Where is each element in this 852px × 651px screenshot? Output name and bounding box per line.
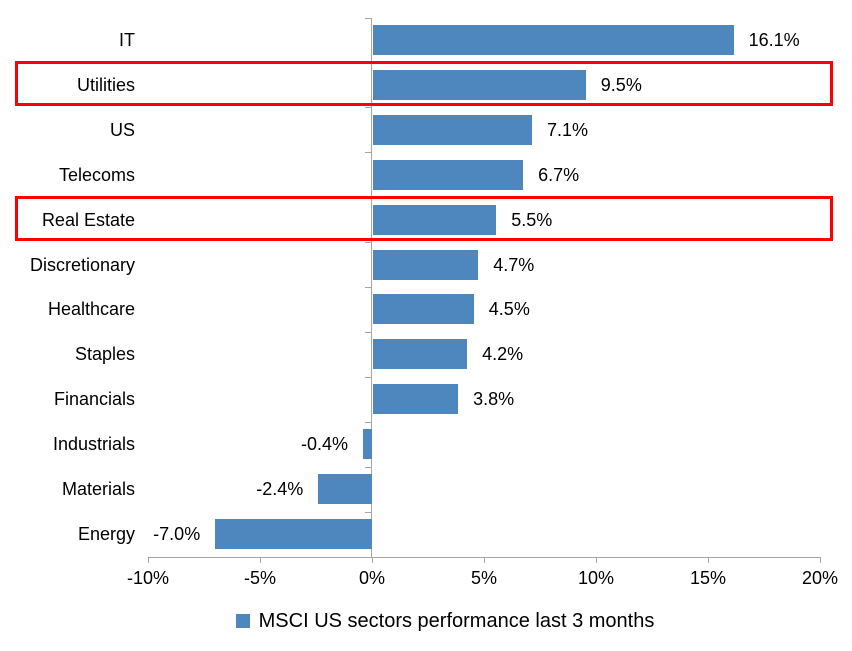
x-axis-tick (148, 557, 149, 563)
bar (373, 159, 524, 190)
x-axis-tick (708, 557, 709, 563)
category-label: Telecoms (58, 164, 135, 185)
x-axis-tick (596, 557, 597, 563)
category-label: Discretionary (29, 254, 135, 275)
y-axis-tick (365, 287, 372, 289)
category-label: Industrials (52, 434, 135, 455)
plot-area: -10% -5% 0% 5% 10% 15% 20% IT 16.1% Utilities 9.5%… (15, 17, 839, 588)
y-axis-tick (365, 242, 372, 244)
category-label: IT (119, 29, 135, 50)
y-axis-tick (365, 152, 372, 154)
bar (373, 24, 734, 55)
x-tick-label: 10% (577, 568, 615, 588)
category-label: Materials (61, 479, 135, 500)
bar (373, 339, 468, 370)
x-axis-tick (820, 557, 821, 563)
value-label: 9.5% (600, 74, 642, 95)
y-axis-tick (365, 421, 372, 423)
legend-marker-icon (235, 614, 250, 628)
legend: MSCI US sectors performance last 3 month… (0, 607, 852, 635)
category-label: Real Estate (41, 209, 135, 230)
bar (373, 114, 533, 145)
highlight-box (15, 61, 833, 107)
category-label: Energy (77, 524, 135, 545)
highlight-box (15, 196, 833, 242)
category-label: Utilities (76, 74, 135, 95)
bar (363, 429, 372, 460)
category-label: Staples (74, 344, 135, 365)
bar (373, 294, 474, 325)
value-label: -2.4% (256, 479, 304, 500)
y-axis-tick (365, 466, 372, 468)
legend-label: MSCI US sectors performance last 3 month… (258, 610, 655, 632)
bar (215, 519, 372, 550)
value-label: 6.7% (538, 164, 580, 185)
bar (373, 249, 479, 280)
bar (373, 69, 586, 100)
y-axis-tick (365, 511, 372, 513)
bar (318, 474, 372, 505)
x-tick-label: 0% (358, 568, 385, 588)
category-label: Financials (53, 389, 135, 410)
category-label: Healthcare (47, 299, 135, 320)
value-label: 4.5% (488, 299, 530, 320)
x-tick-label: 15% (689, 568, 727, 588)
x-axis-tick (484, 557, 485, 563)
x-tick-label: 5% (470, 568, 497, 588)
y-axis-tick (365, 331, 372, 333)
category-label: US (109, 119, 135, 140)
x-tick-label: -10% (126, 568, 170, 588)
bar (373, 204, 497, 235)
value-label: 4.7% (493, 254, 535, 275)
y-axis-tick (365, 17, 372, 19)
y-axis-tick (365, 556, 372, 558)
x-tick-label: 20% (801, 568, 839, 588)
y-axis-tick (365, 376, 372, 378)
x-axis-tick (260, 557, 261, 563)
value-label: 7.1% (547, 119, 589, 140)
value-label: 5.5% (511, 209, 553, 230)
y-axis-tick (365, 107, 372, 109)
value-label: -0.4% (301, 434, 349, 455)
x-axis-tick (372, 557, 373, 563)
value-label: 16.1% (748, 29, 800, 50)
bar (373, 384, 459, 415)
x-tick-label: -5% (243, 568, 276, 588)
value-label: 3.8% (473, 389, 515, 410)
value-label: 4.2% (482, 344, 524, 365)
value-label: -7.0% (153, 524, 201, 545)
